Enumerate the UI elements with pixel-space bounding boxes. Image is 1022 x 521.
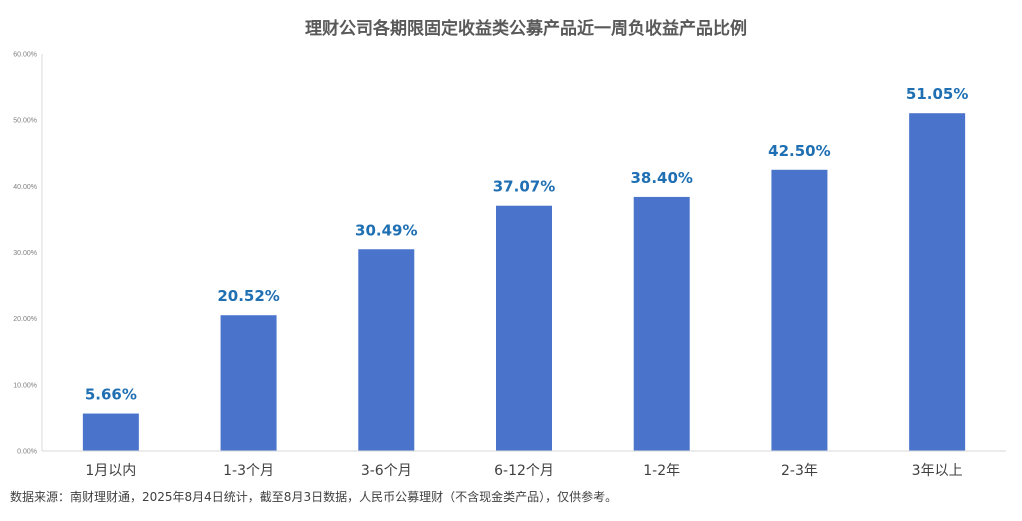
y-tick-label: 0.00%: [17, 449, 37, 456]
x-tick-label: 1月以内: [85, 463, 136, 479]
y-tick-label: 40.00%: [13, 184, 37, 191]
bars: 5.66% 20.52% 30.49% 37.07% 38.40% 42.50% 51.05…: [82, 85, 968, 451]
x-tick-label: 1-2年: [643, 463, 680, 479]
bar: [633, 196, 690, 451]
x-tick-label: 6-12个月: [494, 463, 554, 479]
source-note: 数据来源：南财理财通，2025年8月4日统计，截至8月3日数据，人民币公募理财（…: [10, 490, 618, 504]
bar: [909, 113, 966, 451]
y-tick-label: 10.00%: [13, 382, 37, 389]
bar: [496, 205, 552, 451]
data-label: 30.49%: [355, 221, 417, 239]
x-tick-label: 2-3年: [781, 463, 818, 479]
data-label: 5.66%: [85, 386, 137, 404]
data-label: 51.05%: [906, 85, 968, 103]
chart-title: 理财公司各期限固定收益类公募产品近一周负收益产品比例: [305, 18, 747, 39]
data-label: 37.07%: [493, 178, 555, 196]
y-tick-label: 30.00%: [13, 250, 37, 257]
bar: [220, 315, 277, 451]
y-tick-label: 60.00%: [13, 52, 37, 59]
data-label: 38.40%: [630, 169, 692, 187]
x-tick-label: 3-6个月: [361, 463, 412, 479]
bar: [771, 169, 828, 451]
x-tick-label: 1-3个月: [223, 463, 274, 479]
x-tick-label: 3年以上: [912, 463, 963, 479]
x-axis: 1月以内 1-3个月 3-6个月 6-12个月 1-2年 2-3年 3年以上: [42, 450, 1006, 479]
bar: [358, 249, 415, 451]
y-tick-label: 20.00%: [13, 316, 37, 323]
data-label: 20.52%: [217, 287, 279, 305]
bar: [82, 413, 139, 451]
data-label: 42.50%: [768, 142, 830, 160]
y-axis: 0.00% 10.00% 20.00% 30.00% 40.00% 50.00% 60.00…: [13, 52, 43, 456]
y-tick-label: 50.00%: [13, 118, 37, 125]
